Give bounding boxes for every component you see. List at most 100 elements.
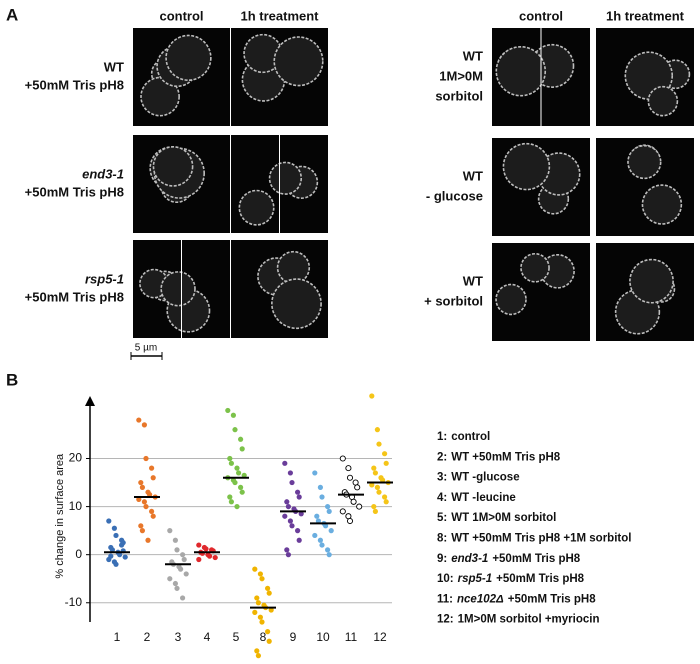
legend-entry: 2: WT +50mM Tris pH8 bbox=[437, 451, 561, 463]
data-point bbox=[138, 479, 144, 486]
data-point bbox=[350, 498, 357, 505]
cell bbox=[160, 271, 196, 307]
data-point bbox=[167, 528, 173, 534]
data-point bbox=[374, 484, 380, 490]
cell bbox=[495, 45, 547, 97]
data-point bbox=[312, 532, 318, 539]
data-point bbox=[241, 472, 247, 478]
cell bbox=[268, 161, 303, 195]
data-point bbox=[149, 508, 155, 515]
row-label: WT bbox=[104, 59, 124, 74]
data-point bbox=[255, 653, 261, 659]
data-point bbox=[255, 600, 261, 606]
data-point bbox=[371, 503, 377, 510]
legend-key: 12: bbox=[437, 614, 454, 626]
data-point bbox=[282, 460, 288, 466]
x-tick-label: 10 bbox=[316, 630, 330, 644]
legend-text: WT -leucine bbox=[451, 492, 516, 504]
y-axis-label: % change in surface area bbox=[54, 453, 66, 579]
data-point bbox=[268, 607, 274, 613]
data-point bbox=[136, 417, 142, 423]
legend-key: 9: bbox=[437, 553, 447, 565]
data-point bbox=[284, 547, 290, 553]
data-point bbox=[298, 511, 304, 517]
data-point bbox=[339, 508, 346, 515]
data-point bbox=[257, 614, 263, 620]
row-label: WT bbox=[463, 48, 483, 63]
data-point bbox=[207, 553, 213, 559]
data-point bbox=[150, 475, 156, 481]
data-point bbox=[339, 455, 346, 462]
legend-key: 4: bbox=[437, 492, 447, 504]
cell bbox=[641, 184, 683, 225]
x-tick-label: 8 bbox=[260, 630, 267, 644]
cell bbox=[273, 36, 324, 87]
legend-text: WT 1M>0M sorbitol bbox=[451, 512, 556, 524]
data-point bbox=[356, 503, 363, 510]
data-point bbox=[167, 576, 173, 582]
data-point bbox=[287, 470, 293, 476]
row-label: 1M>0M bbox=[439, 68, 483, 83]
data-point bbox=[380, 477, 386, 483]
cell bbox=[140, 76, 180, 117]
data-point bbox=[119, 542, 125, 548]
data-point bbox=[284, 499, 290, 505]
legend-gene: rsp5-1 bbox=[458, 573, 493, 585]
data-point bbox=[296, 494, 302, 500]
data-point bbox=[383, 460, 389, 466]
data-point bbox=[372, 470, 378, 476]
data-point bbox=[113, 561, 119, 567]
y-tick-label: 0 bbox=[75, 547, 82, 561]
legend-text: +50mM Tris pH8 bbox=[496, 573, 584, 585]
column-header: control bbox=[159, 8, 203, 23]
data-point bbox=[319, 542, 325, 548]
data-point bbox=[230, 412, 236, 418]
data-point bbox=[236, 470, 242, 476]
cell bbox=[495, 283, 527, 316]
data-point bbox=[259, 619, 265, 625]
legend-text: WT -glucose bbox=[451, 472, 519, 484]
axis-arrow bbox=[85, 396, 95, 406]
legend-key: 2: bbox=[437, 451, 447, 463]
data-point bbox=[354, 484, 361, 491]
data-point bbox=[141, 499, 147, 505]
data-point bbox=[266, 638, 272, 644]
x-tick-label: 11 bbox=[345, 630, 358, 644]
data-point bbox=[382, 451, 388, 457]
row-label: end3-1 bbox=[82, 166, 124, 181]
data-point bbox=[369, 482, 375, 488]
data-point bbox=[287, 518, 293, 524]
legend-text: +50mM Tris pH8 bbox=[492, 553, 580, 565]
legend-entry: 3: WT -glucose bbox=[437, 472, 520, 484]
data-point bbox=[376, 441, 382, 447]
data-point bbox=[108, 553, 114, 559]
data-point bbox=[234, 503, 240, 510]
data-point bbox=[252, 566, 258, 572]
row-label: rsp5-1 bbox=[85, 271, 124, 286]
data-point bbox=[254, 595, 260, 601]
data-point bbox=[227, 455, 233, 462]
data-point bbox=[196, 542, 202, 548]
row-label: WT bbox=[463, 168, 483, 183]
data-point bbox=[149, 465, 155, 471]
data-point bbox=[239, 489, 245, 495]
data-point bbox=[289, 523, 295, 529]
legend-gene: nce102Δ bbox=[457, 593, 504, 605]
legend-entry: 9: end3-1 +50mM Tris pH8 bbox=[437, 553, 581, 565]
x-tick-label: 3 bbox=[175, 630, 182, 644]
data-point bbox=[319, 494, 325, 500]
legend-key: 8: bbox=[437, 533, 447, 545]
cell bbox=[629, 258, 674, 304]
data-point bbox=[145, 537, 151, 543]
x-tick-label: 4 bbox=[204, 630, 211, 644]
data-point bbox=[232, 427, 238, 433]
data-point bbox=[106, 518, 112, 524]
data-point bbox=[323, 523, 329, 529]
y-tick-label: -10 bbox=[65, 595, 83, 609]
data-point bbox=[382, 494, 388, 500]
data-point bbox=[203, 546, 209, 552]
cell bbox=[502, 142, 551, 191]
row-label: sorbitol bbox=[435, 88, 483, 103]
legend-text: control bbox=[451, 431, 490, 443]
row-label: - glucose bbox=[426, 188, 483, 203]
